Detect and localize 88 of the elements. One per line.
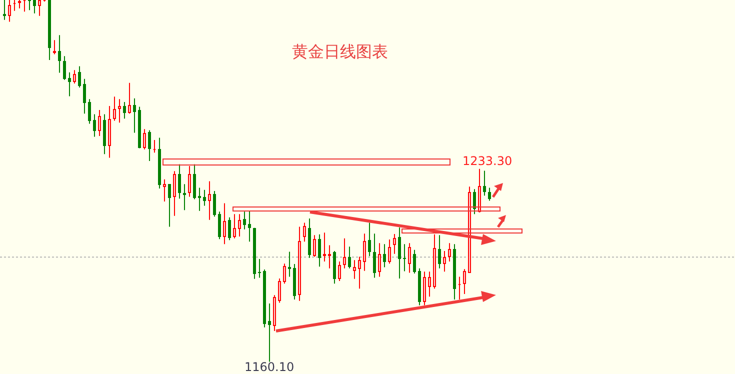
candlestick (458, 276, 461, 300)
candlestick (483, 170, 486, 196)
candlestick (133, 98, 136, 134)
candlestick (173, 170, 176, 216)
candlestick (343, 238, 346, 269)
candlestick (238, 214, 241, 238)
candlestick (93, 114, 96, 138)
candlestick (143, 128, 146, 150)
text: 黄金日线图表 (291, 42, 389, 63)
candlestick (378, 242, 381, 278)
candlestick (83, 78, 86, 114)
candlestick (23, 0, 26, 12)
candlestick (53, 40, 56, 55)
candlestick (88, 98, 91, 124)
candlestick (438, 234, 441, 269)
candlestick (63, 56, 66, 80)
candlestick (8, 0, 11, 22)
candlestick (203, 189, 206, 206)
candlestick (283, 263, 286, 284)
candlestick (388, 238, 391, 264)
candlestick (213, 190, 216, 218)
candlestick (368, 222, 371, 257)
candlestick (113, 96, 116, 122)
candlestick (123, 102, 126, 120)
candlestick (358, 256, 361, 290)
candlestick (298, 226, 301, 302)
candlestick (198, 187, 201, 212)
candlestick (338, 261, 341, 282)
candlestick (383, 244, 386, 268)
candlestick (278, 278, 281, 304)
candlestick (108, 105, 111, 158)
candlestick (13, 0, 16, 12)
candlestick (303, 222, 306, 242)
candlestick (488, 187, 491, 202)
candlestick (468, 186, 471, 274)
candlestick (118, 98, 121, 124)
candlestick (218, 211, 221, 240)
candlestick (233, 214, 236, 239)
candlestick (58, 34, 61, 74)
candlestick (73, 70, 76, 84)
candlestick (413, 249, 416, 274)
candlestick (313, 234, 316, 258)
candlestick (148, 130, 151, 162)
candlestick (473, 188, 476, 215)
candlestick (428, 271, 431, 298)
annotation: 1233.30 (462, 154, 512, 168)
candlestick (268, 302, 271, 362)
candlestick (183, 184, 186, 211)
annotation: 1160.10 (244, 360, 294, 374)
candlestick (478, 168, 481, 213)
candlestick (363, 233, 366, 272)
candlestick (223, 202, 226, 245)
candlestick (228, 216, 231, 241)
candlestick (443, 250, 446, 272)
candlestick (463, 268, 466, 295)
candlestick (98, 109, 101, 136)
candlestick (353, 260, 356, 280)
candlestick (373, 233, 376, 278)
candlestick (273, 294, 276, 332)
candlestick (408, 242, 411, 274)
candlestick (398, 227, 401, 280)
candlestick (258, 258, 261, 278)
candlestick (433, 234, 436, 290)
candlestick (403, 244, 406, 272)
candlestick (153, 139, 156, 154)
candlestick (38, 0, 41, 16)
candlestick (68, 72, 71, 97)
candlestick (288, 251, 291, 278)
candlestick (208, 180, 211, 220)
candlestick (163, 178, 166, 202)
candlestick (33, 0, 36, 14)
candlestick (328, 244, 331, 269)
candlestick (193, 164, 196, 200)
candlestick (128, 82, 131, 114)
candlestick (448, 242, 451, 262)
candlestick (78, 66, 81, 88)
candlestick (178, 164, 181, 200)
candlestick (188, 166, 191, 198)
candlestick (243, 211, 246, 230)
candlestick (423, 271, 426, 306)
candlestick (248, 210, 251, 242)
candlestick (168, 184, 171, 228)
candlestick (348, 246, 351, 269)
candlestick (393, 234, 396, 254)
candlestick (318, 234, 321, 268)
candlestick (28, 0, 31, 11)
candlestick (3, 0, 6, 20)
candlestick (323, 232, 326, 262)
